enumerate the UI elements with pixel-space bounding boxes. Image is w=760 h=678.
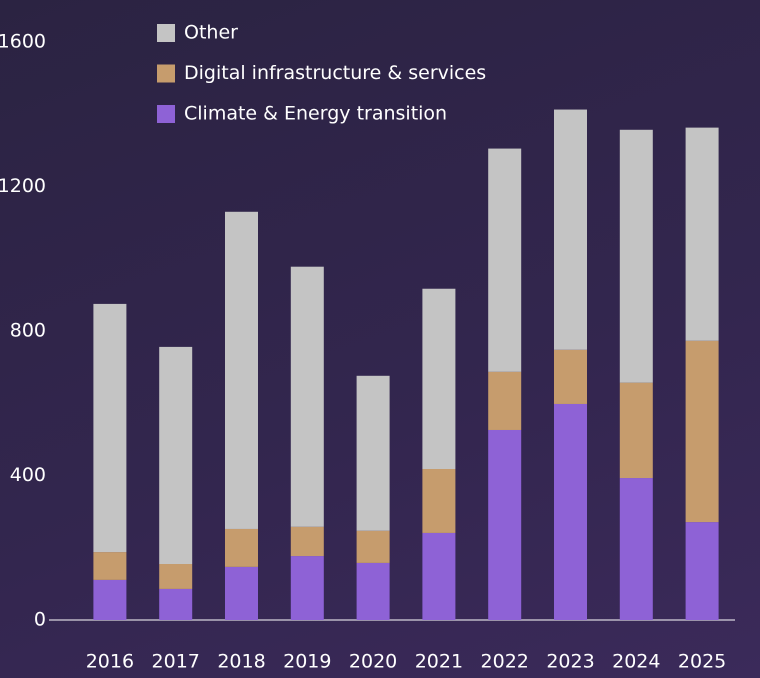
x-tick-label: 2021 [415, 651, 463, 673]
x-tick-label: 2019 [283, 651, 331, 673]
bar-segment [488, 429, 522, 620]
x-tick-label: 2016 [86, 651, 134, 673]
x-tick-label: 2023 [546, 651, 594, 673]
x-tick-label: 2022 [481, 651, 529, 673]
bar-segment [554, 349, 587, 404]
bar-segment [554, 109, 587, 350]
x-tick-label: 2017 [152, 651, 200, 673]
y-tick-label: 0 [34, 609, 46, 631]
bar-segment [159, 588, 193, 620]
x-tick-label: 2020 [349, 651, 397, 673]
bar-segment [422, 288, 456, 469]
legend-label: Climate & Energy transition [184, 103, 447, 125]
y-tick-label: 1600 [0, 31, 46, 53]
legend-swatch [157, 24, 175, 42]
bar-segment [93, 579, 127, 620]
y-tick-label: 800 [10, 320, 46, 342]
bar-segment [619, 382, 653, 479]
legend-label: Other [184, 22, 238, 44]
bar-segment [225, 566, 258, 620]
bar-segment [290, 556, 324, 620]
y-tick-label: 1200 [0, 175, 46, 197]
bar-segment [225, 211, 258, 529]
bar-segment [356, 530, 390, 563]
bar-segment [290, 526, 324, 557]
legend-label: Digital infrastructure & services [184, 62, 486, 84]
bar-segment [488, 371, 522, 430]
bar-segment [225, 528, 258, 567]
legend-swatch [157, 105, 175, 123]
bar-segment [422, 532, 456, 620]
bar-segment [356, 562, 390, 620]
bar-segment [685, 522, 719, 620]
x-tick-label: 2024 [612, 651, 660, 673]
legend-swatch [157, 64, 175, 83]
x-tick-label: 2025 [678, 651, 726, 673]
bar-segment [159, 564, 193, 589]
bar-segment [93, 303, 127, 553]
bar-segment [488, 148, 522, 372]
x-tick-label: 2018 [217, 651, 265, 673]
bar-segment [685, 127, 719, 341]
bar-segment [619, 129, 653, 383]
bar-segment [290, 266, 324, 527]
bar-segment [159, 346, 193, 565]
bar-segment [685, 340, 719, 523]
bar-segment [93, 552, 127, 580]
bar-segment [554, 403, 587, 620]
bar-segment [356, 375, 390, 531]
bar-segment [619, 478, 653, 620]
y-tick-label: 400 [10, 464, 46, 486]
bar-segment [422, 468, 456, 533]
